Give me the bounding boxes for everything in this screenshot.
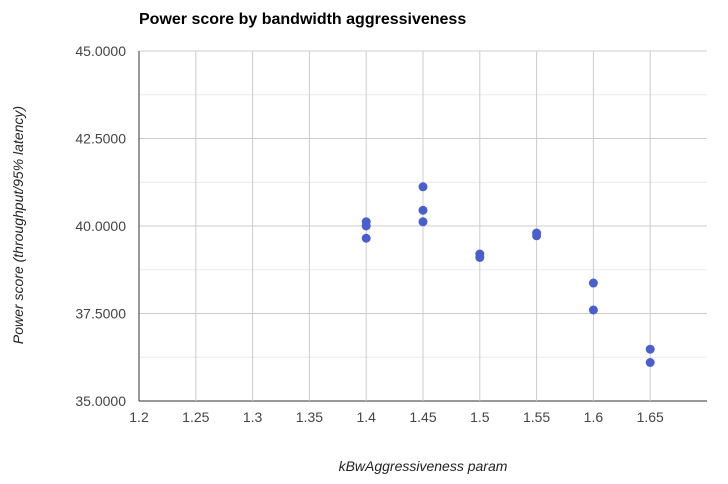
y-tick-label: 40.0000 xyxy=(75,218,126,234)
y-tick-label: 37.5000 xyxy=(75,306,126,322)
data-point[interactable] xyxy=(418,182,428,192)
x-tick-label: 1.3 xyxy=(243,409,263,425)
x-axis-label: kBwAggressiveness param xyxy=(339,458,508,474)
data-point[interactable] xyxy=(645,358,655,367)
x-axis-ticks: 1.2 1.25 1.3 1.35 1.4 1.45 1.5 1.55 1.6 1.65 xyxy=(129,409,664,425)
x-tick-label: 1.6 xyxy=(584,409,604,425)
data-point[interactable] xyxy=(418,205,428,215)
data-point[interactable] xyxy=(361,221,371,231)
data-point[interactable] xyxy=(532,231,542,241)
data-points xyxy=(361,182,655,367)
x-tick-label: 1.2 xyxy=(129,409,149,425)
x-tick-label: 1.5 xyxy=(470,409,490,425)
y-tick-label: 42.5000 xyxy=(75,131,126,147)
x-tick-label: 1.55 xyxy=(523,409,550,425)
x-tick-label: 1.45 xyxy=(409,409,436,425)
data-point[interactable] xyxy=(588,278,598,288)
x-tick-label: 1.65 xyxy=(637,409,664,425)
y-tick-label: 35.0000 xyxy=(75,393,126,409)
chart-title: Power score by bandwidth aggressiveness xyxy=(139,11,466,28)
data-point[interactable] xyxy=(588,305,598,315)
y-axis-ticks: 35.0000 37.5000 40.0000 42.5000 45.0000 xyxy=(75,43,126,409)
data-point[interactable] xyxy=(361,233,371,243)
data-point[interactable] xyxy=(645,344,655,354)
x-tick-label: 1.4 xyxy=(356,409,376,425)
data-point[interactable] xyxy=(475,253,485,262)
x-tick-label: 1.25 xyxy=(182,409,209,425)
y-axis-label: Power score (throughput/95% latency) xyxy=(10,106,26,344)
x-tick-label: 1.35 xyxy=(296,409,323,425)
y-tick-label: 45.0000 xyxy=(75,43,126,59)
data-point[interactable] xyxy=(418,217,428,227)
